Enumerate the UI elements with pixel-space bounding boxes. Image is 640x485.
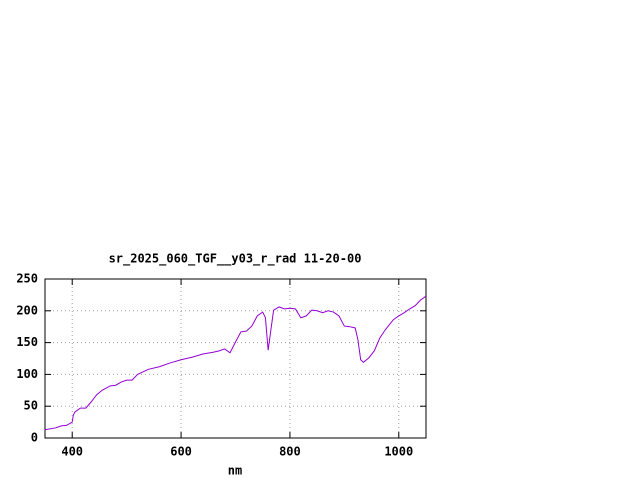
y-tick-label: 100 [16, 367, 38, 381]
x-tick-label: 400 [61, 445, 83, 459]
y-tick-label: 150 [16, 335, 38, 349]
data-line [44, 295, 427, 431]
y-tick-label: 250 [16, 272, 38, 286]
y-tick-label: 0 [31, 431, 38, 445]
x-axis-label: nm [228, 464, 242, 478]
x-tick-label: 800 [279, 445, 301, 459]
chart-title: sr_2025_060_TGF__y03_r_rad 11-20-00 [109, 252, 362, 267]
plot-frame [44, 278, 427, 439]
x-tick-label: 600 [170, 445, 192, 459]
x-tick-label: 1000 [384, 445, 413, 459]
y-tick-label: 200 [16, 303, 38, 317]
y-tick-label: 50 [24, 399, 38, 413]
